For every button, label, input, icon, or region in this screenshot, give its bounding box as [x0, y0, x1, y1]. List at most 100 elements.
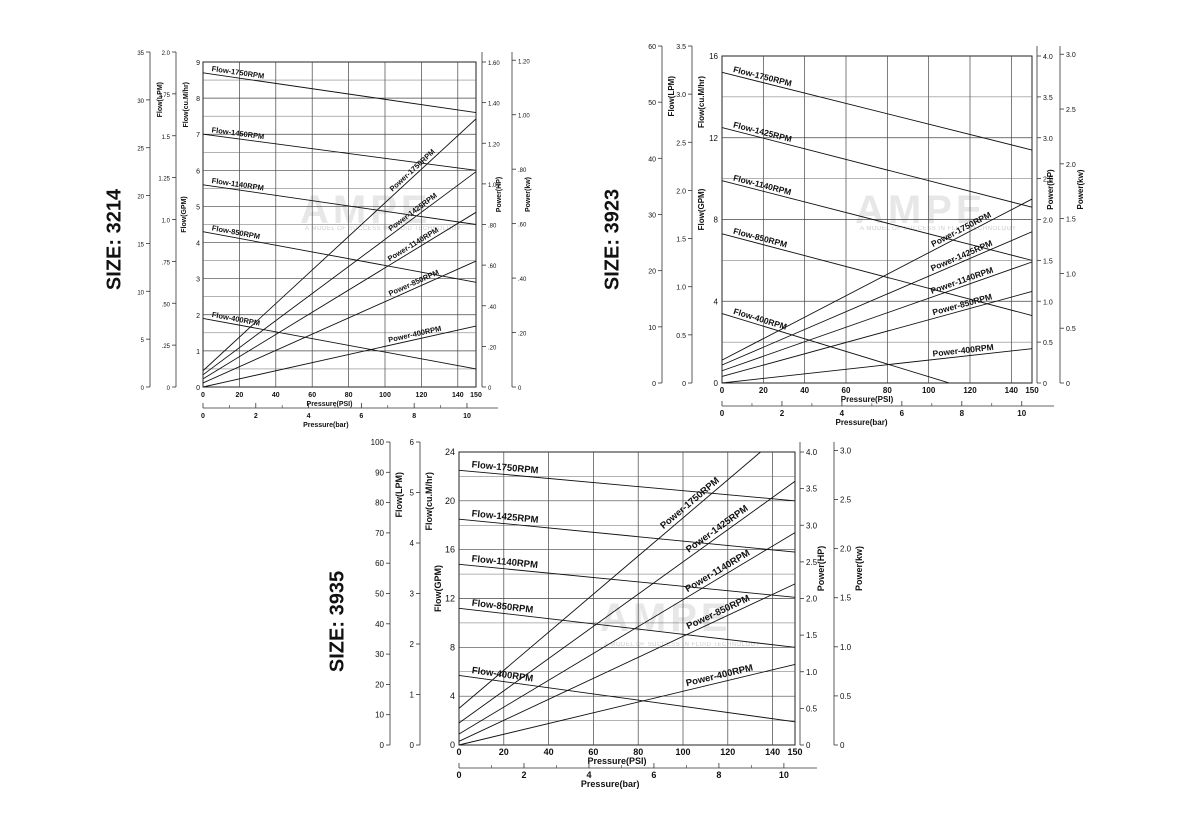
- chart-2-bar-tick-label: 10: [779, 770, 789, 780]
- watermark-tagline-2: A MODEL OF SUCCESS IN FLUID TECHNOLOGY: [860, 226, 1017, 232]
- chart-2-left-axis-tick-label: 60: [375, 559, 384, 568]
- chart-0-bar-tick-label: 2: [254, 413, 258, 420]
- chart-0-bar-tick-label: 10: [463, 413, 471, 420]
- chart-2-bar-tick-label: 8: [716, 770, 721, 780]
- chart-2-left-axis-tick-label: 0: [380, 741, 385, 750]
- chart-0-series-line: [202, 118, 477, 372]
- chart-2-series-label: Power-850RPM: [685, 593, 752, 632]
- chart-2-right-axis-tick-label: 3.5: [806, 485, 818, 494]
- chart-1-series-line: [721, 198, 1033, 361]
- chart-1-psi-tick-label: 20: [759, 386, 768, 395]
- chart-1-right-axis-tick-label: 1.0: [1043, 299, 1053, 306]
- chart-2-psi-axis-label: Pressure(PSI): [587, 756, 646, 766]
- chart-1-psi-tick-label: 80: [883, 386, 892, 395]
- chart-0-bar-tick-label: 0: [201, 413, 205, 420]
- chart-0-left-axis-label: Flow(cu.M/hr): [183, 82, 190, 128]
- chart-2-gpm-tick-label: 8: [450, 642, 455, 652]
- chart-1-bar-tick-label: 4: [840, 409, 845, 418]
- chart-1-left-axis-tick-label: 1.5: [676, 237, 686, 244]
- chart-2-right-axis-tick-label: 1.0: [840, 643, 852, 652]
- chart-1-series-line: [721, 233, 1033, 316]
- chart-0-series-line: [202, 231, 477, 283]
- chart-0-series-line: [202, 72, 477, 114]
- chart-2-series-line: [458, 674, 796, 723]
- chart-2-series-line: [458, 518, 796, 553]
- chart-1-right-axis-label: Power(kw): [1076, 169, 1085, 209]
- chart-2-left-axis-tick-label: 5: [410, 489, 415, 498]
- chart-1-right-axis-tick-label: 2.0: [1066, 162, 1076, 169]
- chart-0-left-axis-tick-label: 0: [167, 386, 171, 392]
- chart-2-right-axis-tick-label: 2.0: [840, 545, 852, 554]
- chart-0-left-axis-tick-label: 35: [137, 51, 144, 57]
- chart-2-psi-tick-label: 120: [720, 747, 735, 757]
- chart-1-gpm-tick-label: 0: [714, 379, 719, 388]
- chart-2-left-axis-tick-label: 10: [375, 711, 384, 720]
- chart-0-right-axis-tick-label: .40: [488, 305, 497, 311]
- chart-1-right-axis-tick-label: 1.0: [1066, 271, 1076, 278]
- chart-0-right-axis-tick-label: .60: [518, 223, 527, 229]
- chart-2-left-axis-label: Flow(LPM): [394, 472, 404, 518]
- chart-1-left-axis-tick-label: 0: [652, 381, 656, 388]
- chart-1-gpm-tick-label: 16: [709, 52, 718, 61]
- chart-1-left-axis-tick-label: 30: [648, 213, 656, 220]
- chart-1-bar-tick-label: 2: [780, 409, 785, 418]
- chart-0-right-axis-tick-label: 1.00: [518, 114, 530, 120]
- chart-1-series-line: [721, 71, 1033, 151]
- chart-2-right-axis-tick-label: 0.5: [806, 704, 818, 713]
- chart-1-psi-tick-label: 60: [842, 386, 851, 395]
- chart-0-gpm-tick-label: 2: [196, 313, 200, 320]
- chart-1-right-axis-tick-label: 0: [1043, 381, 1047, 388]
- chart-0-gpm-tick-label: 0: [196, 385, 200, 392]
- chart-2-series-line: [458, 583, 796, 742]
- chart-0-psi-axis-label: Pressure(PSI): [307, 401, 353, 408]
- chart-1-left-axis-tick-label: 50: [648, 100, 656, 107]
- chart-1-series-label: Flow-850RPM: [732, 226, 788, 250]
- chart-0-left-axis-tick-label: 20: [137, 195, 144, 201]
- chart-2-left-axis-tick-label: 40: [375, 620, 384, 629]
- chart-0-right-axis-label: Power(kw): [525, 177, 532, 212]
- chart-0-right-axis-tick-label: 1.60: [488, 61, 500, 67]
- chart-0-right-axis-tick-label: .60: [488, 264, 497, 270]
- chart-0-left-axis-tick-label: 1.5: [162, 135, 171, 141]
- chart-2-right-axis-tick-label: 4.0: [806, 448, 818, 457]
- chart-0-gpm-tick-label: 6: [196, 168, 200, 175]
- chart-1-left-axis-tick-label: 2.0: [676, 188, 686, 195]
- chart-0-left-axis-tick-label: 30: [137, 99, 144, 105]
- chart-2-series-line: [458, 480, 796, 724]
- chart-1-right-axis-tick-label: 2.0: [1043, 218, 1053, 225]
- chart-0-gpm-axis-label: Flow(GPM): [181, 196, 188, 233]
- chart-2-right-axis-tick-label: 2.0: [806, 595, 818, 604]
- chart-1-right-axis-tick-label: 3.0: [1043, 136, 1053, 143]
- chart-0-right-axis-tick-label: 1.20: [488, 142, 500, 148]
- chart-2-series-label: Power-400RPM: [685, 662, 754, 689]
- chart-1-left-axis-tick-label: 1.0: [676, 285, 686, 292]
- chart-1-left-axis-tick-label: 0.5: [676, 333, 686, 340]
- chart-1-left-axis-label: Flow(cu.M/hr): [697, 76, 706, 128]
- chart-1-right-axis-tick-label: 0: [1066, 381, 1070, 388]
- chart-0-psi-tick-label: 60: [308, 392, 316, 399]
- chart-1-psi-tick-label: 120: [963, 386, 977, 395]
- chart-2-series-line: [458, 607, 796, 648]
- chart-0-right-axis-tick-label: 1.40: [488, 102, 500, 108]
- chart-0-series-line: [202, 211, 477, 380]
- chart-1-series-line: [721, 348, 1033, 384]
- chart-1-right-axis-tick-label: 2.5: [1066, 107, 1076, 114]
- chart-0-series-line: [202, 325, 477, 388]
- chart-1-right-axis-tick-label: 1.5: [1066, 217, 1076, 224]
- chart-2-bar-tick-label: 4: [586, 770, 591, 780]
- chart-1-gpm-axis-label: Flow(GPM): [697, 188, 706, 230]
- chart-0-psi-tick-label: 140: [452, 392, 464, 399]
- chart-2-left-axis-tick-label: 1: [410, 691, 415, 700]
- chart-1-series-line: [721, 180, 1033, 261]
- chart-1-bar-axis-label: Pressure(bar): [835, 418, 887, 427]
- chart-0-psi-tick-label: 120: [416, 392, 428, 399]
- chart-2-series-line: [458, 451, 761, 709]
- chart-1-right-axis-tick-label: 1.5: [1043, 258, 1053, 265]
- chart-2-bar-tick-label: 2: [521, 770, 526, 780]
- chart-0-left-axis-tick-label: 0: [141, 386, 145, 392]
- chart-0-series-label: Flow-850RPM: [211, 223, 261, 241]
- chart-1-bar-tick-label: 0: [720, 409, 725, 418]
- chart-2-left-axis-tick-label: 100: [371, 438, 385, 447]
- chart-1-psi-tick-label: 140: [1005, 386, 1019, 395]
- chart-1-series-line: [721, 231, 1033, 366]
